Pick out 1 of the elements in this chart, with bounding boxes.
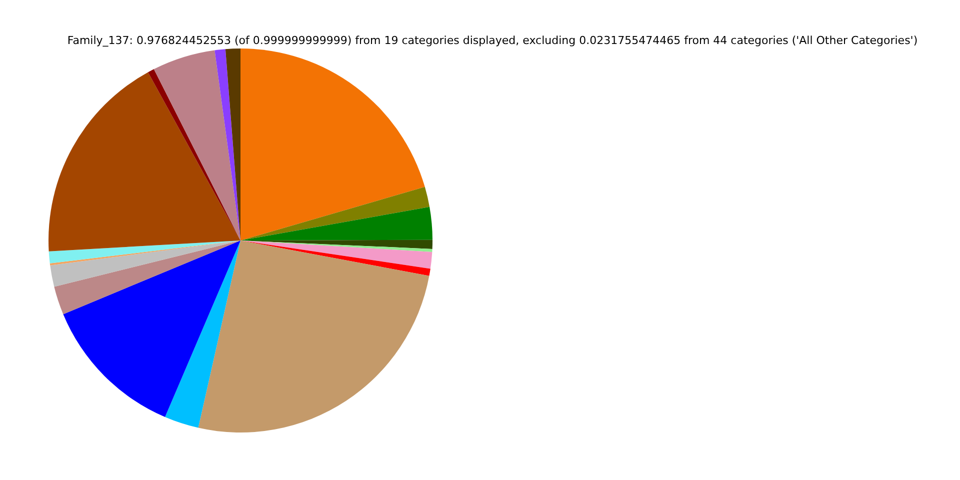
text: Family_137: 0.976824452553 (of 0.999999999999) from 19 categories displayed, excluding 0.0231755474465 from 44 categories ('All Other Categories') bbox=[67, 34, 918, 47]
